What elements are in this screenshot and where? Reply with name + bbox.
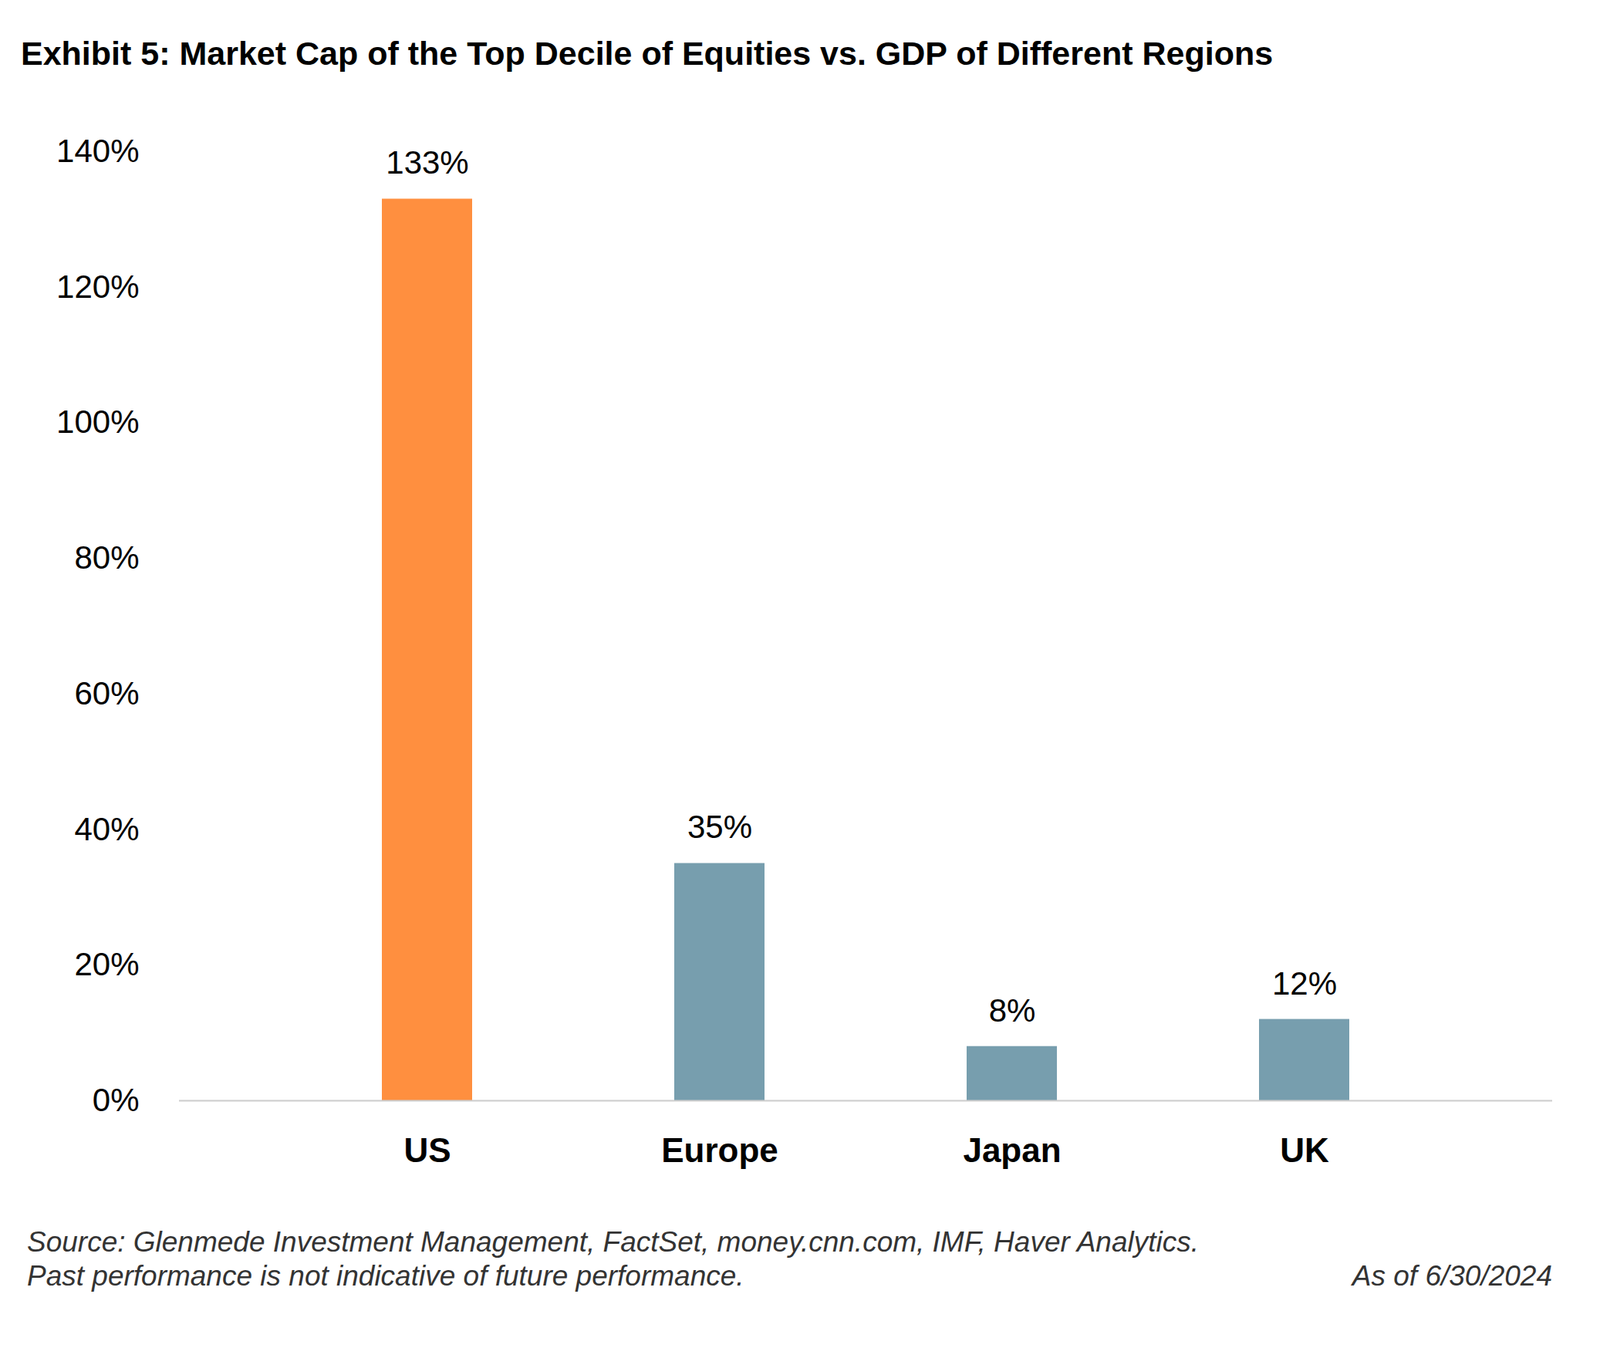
html-text:Exhibit 5: Market Cap of the T: Exhibit 5: Market Cap of the Top Decile …: [20, 34, 1273, 72]
svg-text:60%: 60%: [74, 675, 139, 712]
svg-text:120%: 120%: [56, 268, 139, 305]
svg-text:Europe: Europe: [661, 1130, 779, 1169]
svg-text:8%: 8%: [989, 992, 1037, 1029]
svg-text:40%: 40%: [74, 810, 139, 848]
svg-text:Japan: Japan: [962, 1130, 1061, 1169]
svg-text:133%: 133%: [385, 144, 469, 181]
svg-text:UK: UK: [1279, 1130, 1330, 1169]
svg-text:140%: 140%: [56, 132, 139, 169]
svg-text:100%: 100%: [56, 403, 139, 440]
html-text:Past performance is not indica: Past performance is not indicative of fu…: [27, 1259, 745, 1292]
svg-text:80%: 80%: [74, 539, 139, 576]
svg-text:20%: 20%: [74, 945, 139, 983]
svg-text:12%: 12%: [1272, 965, 1337, 1002]
svg-text:US: US: [403, 1130, 451, 1169]
html-text:As of 6/30/2024: As of 6/30/2024: [1352, 1259, 1553, 1292]
html-text:Source: Glenmede Investment Ma: Source: Glenmede Investment Management, …: [27, 1225, 1199, 1258]
svg-text:35%: 35%: [687, 808, 753, 845]
svg-text:0%: 0%: [92, 1081, 140, 1118]
